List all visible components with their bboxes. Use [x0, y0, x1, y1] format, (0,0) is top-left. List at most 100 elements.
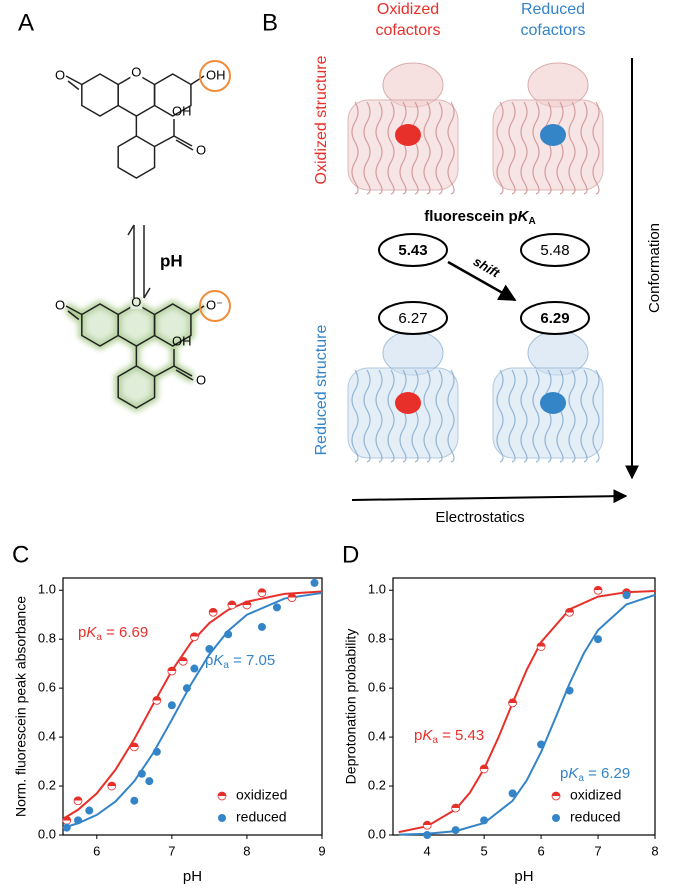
y-axis-label: Norm. fluorescein peak absorbance [13, 596, 29, 817]
helix [399, 369, 407, 463]
helix [363, 369, 371, 463]
y-tick-label: 0.8 [368, 631, 386, 646]
ann-rest: = 6.69 [102, 624, 148, 641]
helix [508, 101, 516, 195]
atom-label: O⁻ [206, 297, 223, 312]
legend-label: reduced [570, 809, 621, 825]
bond [173, 135, 193, 147]
legend-marker [217, 791, 227, 801]
data-point [287, 593, 297, 602]
data-point [480, 816, 489, 825]
x-axis-label: pH [514, 868, 533, 885]
data-point [152, 747, 161, 756]
data-point [272, 603, 281, 612]
structure: O O OH OH O [55, 60, 231, 179]
row-header: Reduced structure [313, 325, 330, 456]
helix [508, 369, 516, 463]
equilibrium-label: pH [160, 251, 183, 270]
atom-label: O [196, 142, 206, 157]
helix [580, 101, 588, 195]
data-point [227, 600, 237, 610]
atom-label: O [131, 64, 141, 79]
y-tick-label: 0.4 [368, 729, 386, 744]
protein [347, 330, 459, 463]
cofactor [395, 392, 421, 414]
column-header: cofactors [376, 22, 441, 39]
ring [81, 73, 119, 117]
x-axis-label: pH [183, 868, 202, 885]
x-tick-label: 7 [168, 843, 175, 858]
helix [447, 369, 455, 463]
y-tick-label: 0.0 [38, 826, 56, 841]
data-point [536, 642, 546, 651]
pka-annotation: pKa = 7.05 [205, 652, 275, 671]
bond [154, 135, 175, 148]
data-point [310, 578, 319, 587]
x-tick-label: 7 [594, 843, 601, 858]
pka-title-k: K [518, 208, 530, 225]
y-tick-label: 0.8 [38, 631, 56, 646]
helix [532, 101, 540, 195]
panel-label: C [12, 541, 29, 568]
highlight-circle [199, 60, 231, 92]
pka-annotation: pKa = 5.43 [414, 727, 484, 746]
helix [351, 101, 359, 195]
helix [520, 101, 528, 195]
data-point [451, 826, 460, 835]
column-header: Reduced [521, 1, 585, 18]
data-point [107, 781, 117, 791]
x-tick-label: 6 [93, 843, 100, 858]
bond [65, 75, 83, 86]
conformation-label: Conformation [646, 223, 663, 313]
helix [568, 101, 576, 195]
row-header: Oxidized structure [313, 55, 330, 184]
pka-title-text: fluorescein p [424, 208, 517, 225]
ann-p: p [78, 624, 86, 641]
helix [496, 369, 504, 463]
atom-label: O [55, 297, 65, 312]
helix [435, 101, 443, 195]
bond [67, 310, 80, 321]
ann-k: K [86, 624, 97, 641]
data-point [182, 684, 191, 693]
data-point [62, 815, 72, 825]
pka-value: 6.29 [540, 310, 569, 327]
x-tick-label: 9 [318, 843, 325, 858]
helix [375, 369, 383, 463]
ann-sub: a [223, 660, 229, 671]
plot-frame [62, 577, 323, 836]
cofactor [540, 392, 566, 414]
legend-label: oxidized [236, 787, 287, 803]
ring [114, 299, 159, 351]
cofactor [395, 124, 421, 146]
data-point [593, 585, 603, 595]
ann-p: p [560, 765, 568, 782]
legend-marker [218, 814, 226, 822]
helix [532, 369, 540, 463]
bond [190, 75, 205, 86]
fit-curve [66, 591, 323, 828]
bond [154, 365, 175, 378]
data-point [257, 622, 266, 631]
atom-label: OH [206, 67, 226, 82]
data-point [594, 635, 603, 644]
ann-p: p [205, 652, 213, 669]
plot-frame [392, 577, 656, 836]
legend-label: oxidized [570, 787, 621, 803]
atom-label: OH [172, 103, 192, 118]
data-point [479, 764, 489, 774]
y-axis-label: Deprotonation probability [343, 629, 359, 785]
bridge-bg [130, 297, 143, 309]
data-point [565, 607, 574, 617]
ann-rest: = 7.05 [229, 652, 275, 669]
ring [78, 299, 122, 351]
atom-label: O [131, 294, 141, 309]
panel-label: A [18, 9, 34, 36]
x-tick-label: 6 [537, 843, 544, 858]
atom-label: OH [172, 333, 192, 348]
bond [67, 80, 80, 91]
data-point [451, 803, 461, 813]
legend-marker [551, 791, 561, 801]
pka-value: 6.27 [398, 310, 427, 327]
helix [387, 101, 395, 195]
